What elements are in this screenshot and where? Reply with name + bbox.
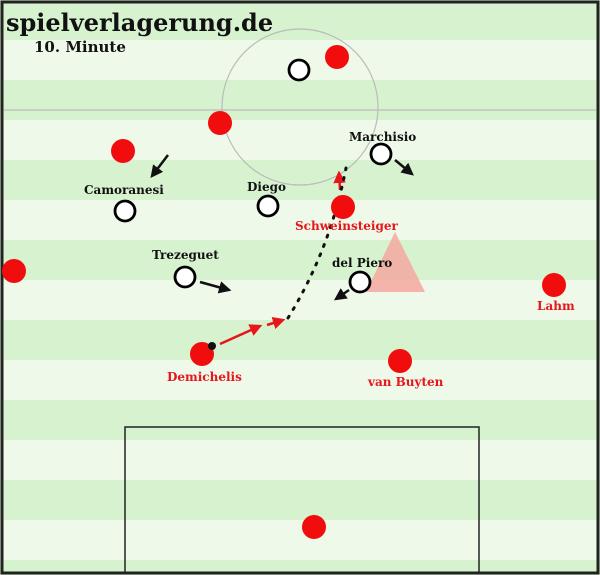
del-piero-arrow <box>333 288 350 301</box>
dotted-pass-path <box>286 166 348 320</box>
white-player-striker <box>287 58 311 82</box>
label-camoranesi: Camoranesi <box>84 183 164 197</box>
red-player-left-mid <box>208 111 232 135</box>
player-lahm <box>542 273 566 297</box>
ball <box>208 342 216 350</box>
movement-arrows <box>150 154 414 346</box>
red-player-left-wing <box>111 139 135 163</box>
player-schweinsteiger <box>331 195 355 219</box>
red-player-left-back <box>2 259 26 283</box>
label-demichelis: Demichelis <box>167 370 242 384</box>
camoranesi-arrow <box>150 154 169 178</box>
player-del-piero <box>348 270 372 294</box>
demichelis-pass-arrow <box>219 324 263 346</box>
player-trezeguet <box>173 265 197 289</box>
player-camoranesi <box>113 199 137 223</box>
minute-label: 10. Minute <box>34 38 126 56</box>
label-lahm: Lahm <box>537 299 575 313</box>
pressing-zone-triangle <box>366 232 425 292</box>
player-demichelis <box>190 342 214 366</box>
player-van-buyten <box>388 349 412 373</box>
penalty-box <box>124 426 480 573</box>
center-circle <box>221 28 379 186</box>
label-trezeguet: Trezeguet <box>152 248 219 262</box>
label-van-buyten: van Buyten <box>367 375 444 389</box>
marchisio-arrow <box>394 159 414 176</box>
red-team <box>2 45 566 539</box>
player-diego <box>256 194 280 218</box>
schweinsteiger-run-arrow <box>333 170 346 191</box>
label-diego: Diego <box>247 180 286 194</box>
player-marchisio <box>369 142 393 166</box>
label-marchisio: Marchisio <box>349 130 416 144</box>
site-title: spielverlagerung.de <box>6 8 273 37</box>
red-player-forward <box>325 45 349 69</box>
red-goalkeeper <box>302 515 326 539</box>
demichelis-pass-arrow-2 <box>266 317 286 329</box>
trezeguet-arrow <box>199 280 232 294</box>
white-team <box>113 58 393 294</box>
label-del-piero: del Piero <box>332 256 392 270</box>
player-labels: Marchisio Camoranesi Diego Trezeguet del… <box>84 130 575 389</box>
label-schweinsteiger: Schweinsteiger <box>295 219 398 233</box>
